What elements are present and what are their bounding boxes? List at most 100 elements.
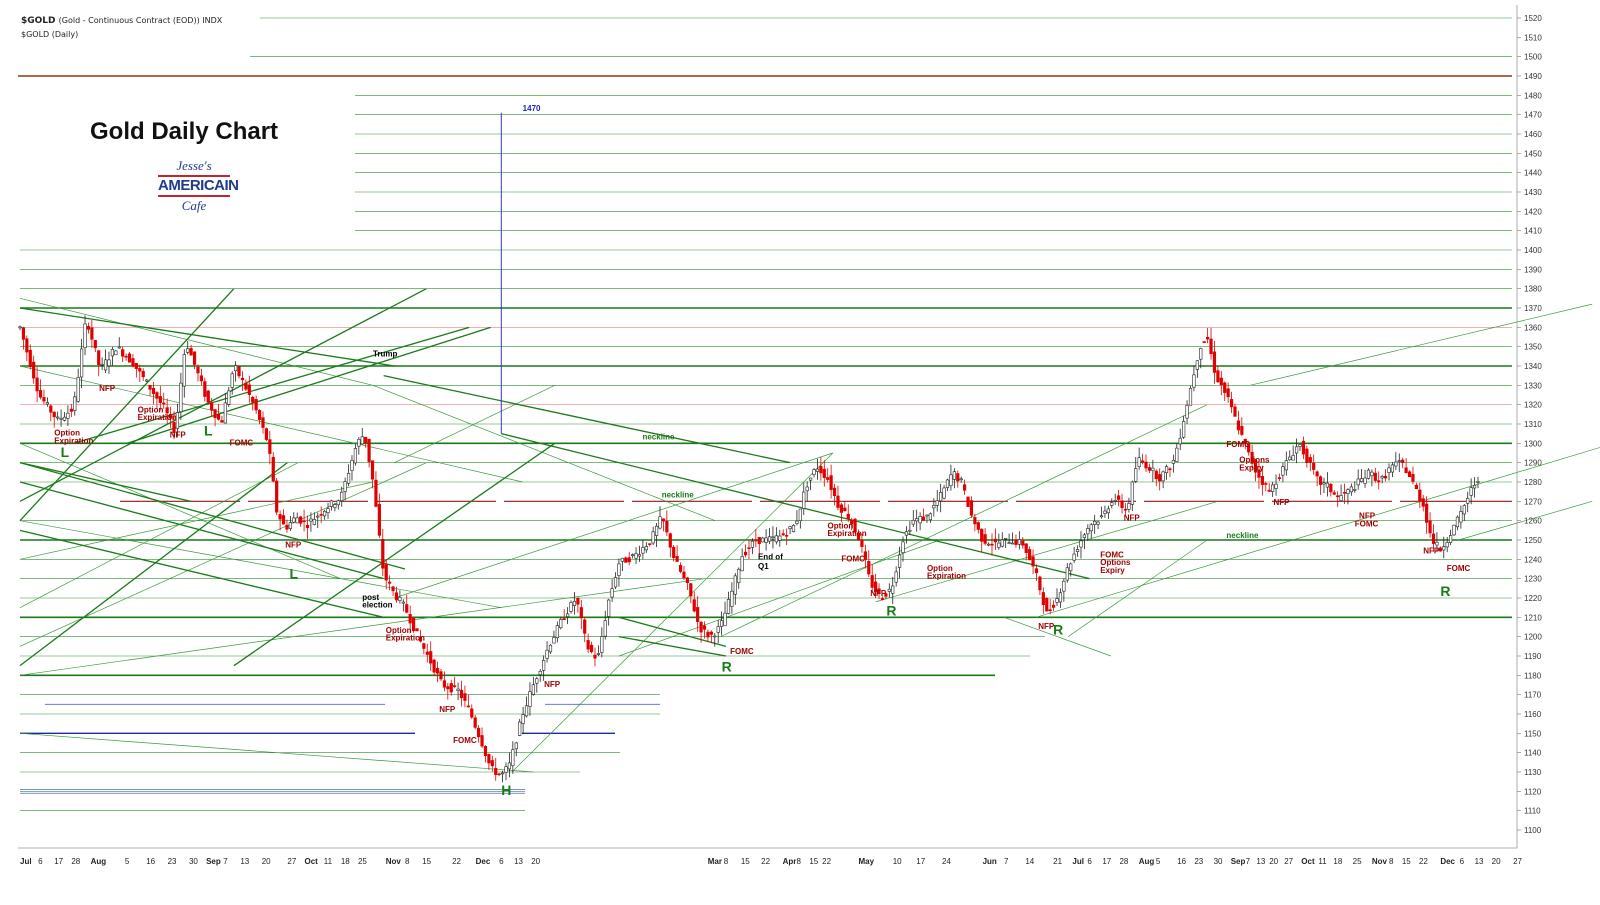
y-tick-label: 1220 [1524, 594, 1542, 603]
y-tick-label: 1460 [1524, 130, 1542, 139]
annotation-label: NFP [544, 680, 561, 689]
y-tick-label: 1140 [1524, 749, 1542, 758]
y-tick-label: 1100 [1524, 826, 1542, 835]
candle-body [1229, 399, 1234, 408]
y-tick-label: 1190 [1524, 652, 1542, 661]
candle-body [56, 416, 60, 419]
candle-body [1185, 405, 1189, 419]
candle-body [600, 636, 604, 653]
candle-body [73, 396, 77, 411]
x-tick-label: Dec [476, 857, 491, 866]
candle-body [124, 355, 128, 358]
candle-body [38, 390, 43, 398]
candle-body [477, 727, 481, 738]
candle-body [904, 531, 909, 536]
candle-body [511, 749, 515, 766]
candle-body [631, 554, 635, 556]
candle-body [867, 561, 871, 575]
candle-body [661, 518, 666, 522]
x-tick-label: 23 [1194, 857, 1203, 866]
candle-body [1360, 478, 1364, 482]
x-tick-label: 6 [1087, 857, 1092, 866]
y-tick-label: 1150 [1524, 729, 1542, 738]
y-tick-label: 1170 [1524, 691, 1542, 700]
candle-body [107, 359, 111, 367]
annotation-label: election [362, 601, 392, 610]
trend-line [19, 529, 384, 618]
x-tick-label: 7 [223, 857, 228, 866]
candle-body [1096, 521, 1100, 525]
cafe-logo: Jesse's AMERICAIN Cafe [158, 158, 239, 224]
x-tick-label: 8 [405, 857, 410, 866]
candle-body [155, 392, 159, 399]
x-tick-label: 20 [262, 857, 271, 866]
candle-body [856, 532, 861, 541]
candle-body [494, 768, 498, 775]
candle-body [644, 546, 648, 551]
x-tick-label: 7 [1004, 857, 1009, 866]
candle-body [709, 631, 713, 635]
candle-body [1438, 547, 1442, 552]
candle-body [781, 533, 785, 536]
x-tick-label: 28 [1119, 857, 1128, 866]
candle-body [1021, 540, 1025, 546]
candle-body [829, 475, 833, 490]
annotation-label: NFP [1124, 514, 1141, 523]
x-tick-label: 28 [71, 857, 80, 866]
candle-body [805, 486, 809, 492]
candle-body [1195, 360, 1199, 370]
candle-body [1072, 553, 1076, 561]
candle-body [278, 514, 282, 520]
trend-line [73, 326, 470, 444]
candle-body [1137, 457, 1141, 467]
annotation-label: NFP [439, 705, 456, 714]
candle-body [1010, 542, 1015, 545]
trend-line [19, 481, 374, 560]
x-tick-label: Jun [983, 857, 997, 866]
candle-body [531, 684, 535, 695]
logo-line-3: Cafe [181, 198, 207, 213]
candle-body [59, 417, 63, 420]
candle-body [1099, 515, 1104, 518]
candle-body [754, 539, 758, 542]
candle-body [1134, 468, 1138, 482]
candle-body [822, 468, 826, 478]
candle-body [1188, 388, 1193, 406]
candle-body [442, 680, 446, 688]
candle-body [1288, 456, 1292, 461]
candle-body [942, 487, 946, 499]
candle-body [408, 614, 412, 624]
x-tick-label: Aug [1139, 857, 1155, 866]
annotation-label: FOMC [1447, 564, 1471, 573]
candle-body [210, 402, 214, 411]
candle-body [1428, 520, 1432, 534]
candle-body [138, 368, 142, 372]
candle-body [103, 359, 108, 371]
candle-body [1401, 459, 1405, 463]
candle-body [1312, 462, 1316, 470]
candle-body [131, 358, 135, 367]
candle-body [1257, 469, 1261, 478]
x-tick-label: 16 [146, 857, 155, 866]
candle-body [932, 505, 936, 509]
candle-body [1274, 483, 1278, 489]
y-tick-label: 1130 [1524, 768, 1542, 777]
candle-body [213, 409, 217, 418]
pattern-label: H [501, 782, 511, 798]
x-tick-label: 17 [916, 857, 925, 866]
candle-body [675, 556, 679, 562]
candle-body [487, 754, 491, 764]
candle-body [678, 565, 683, 572]
candle-body [983, 534, 987, 544]
x-tick-label: 13 [1475, 857, 1484, 866]
trend-line [618, 636, 727, 657]
candle-body [911, 519, 915, 525]
candle-body [1140, 460, 1145, 463]
candle-body [240, 377, 245, 381]
candle-body [750, 540, 755, 548]
candle-body [1431, 533, 1436, 544]
x-tick-label: 27 [1513, 857, 1522, 866]
candle-body [1233, 406, 1237, 417]
candle-body [62, 416, 67, 421]
candle-body [1469, 487, 1473, 496]
